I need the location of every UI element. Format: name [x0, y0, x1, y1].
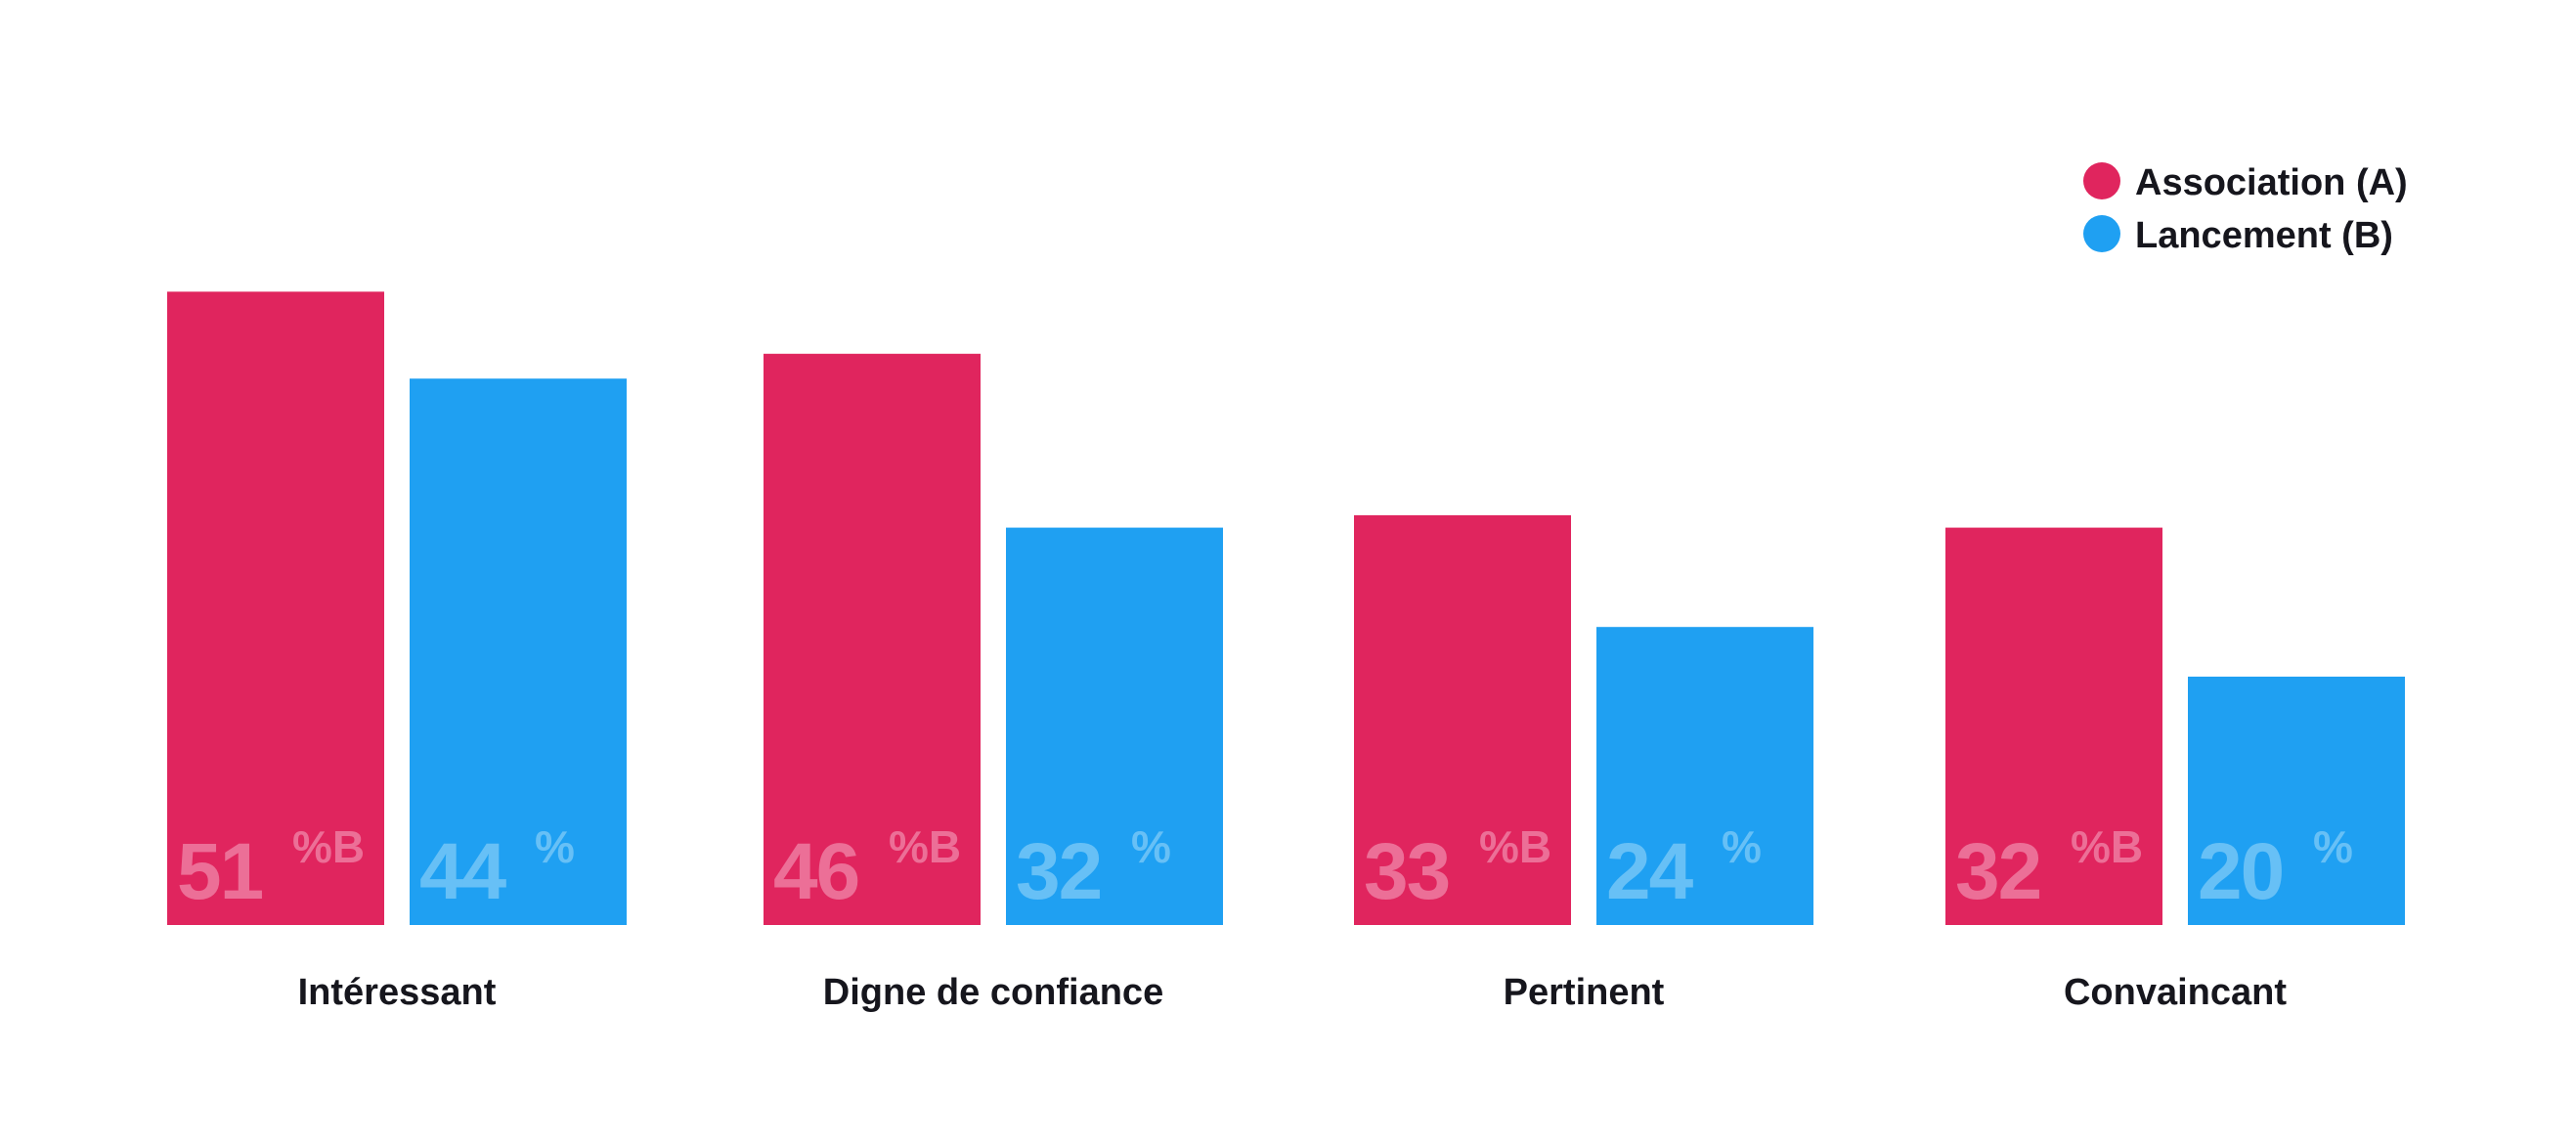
bar-unit-label: %B — [1479, 821, 1551, 872]
legend-item-series-a: Association (A) — [2083, 162, 2408, 203]
bar-series-b-1 — [1006, 527, 1223, 925]
bar-series-b-2 — [1596, 627, 1813, 925]
legend-dot-series-a — [2083, 162, 2120, 199]
bar-value-label: 32 — [1955, 827, 2040, 916]
category-label: Digne de confiance — [823, 972, 1163, 1013]
legend-label-series-b: Lancement (B) — [2135, 215, 2393, 256]
category-label: Pertinent — [1504, 972, 1665, 1013]
bar-unit-label: %B — [292, 821, 365, 872]
legend-label-series-a: Association (A) — [2135, 162, 2408, 203]
bar-unit-label: %B — [889, 821, 961, 872]
category-label: Convaincant — [2064, 972, 2287, 1013]
bar-unit-label: % — [1131, 821, 1171, 872]
bar-value-label: 33 — [1364, 827, 1449, 916]
bar-series-a-0 — [167, 291, 384, 925]
bar-value-label: 32 — [1016, 827, 1101, 916]
bar-value-label: 44 — [419, 827, 507, 916]
bar-value-label: 46 — [773, 827, 858, 916]
bar-value-label: 20 — [2198, 827, 2283, 916]
bar-value-label: 24 — [1606, 827, 1694, 916]
legend-dot-series-b — [2083, 215, 2120, 252]
bar-series-a-2 — [1354, 514, 1571, 925]
bar-unit-label: %B — [2071, 821, 2143, 872]
category-labels: Intéressant Digne de confiance Pertinent Co… — [298, 972, 2288, 1013]
bar-unit-label: % — [2313, 821, 2353, 872]
bar-series-a-3 — [1945, 527, 2162, 925]
bars-layer: 51 %B 44% 46 %B 32% 33 %B 24% 32 %B 20% — [167, 291, 2405, 925]
bar-series-b-0 — [410, 378, 627, 925]
legend: Association (A) Lancement (B) — [2083, 162, 2408, 256]
bar-series-a-1 — [764, 353, 981, 925]
bar-unit-label: % — [1722, 821, 1762, 872]
bar-series-b-3 — [2188, 677, 2405, 925]
bar-value-label: 51 — [177, 827, 263, 916]
category-label: Intéressant — [298, 972, 497, 1013]
legend-item-series-b: Lancement (B) — [2083, 215, 2393, 256]
bar-unit-label: % — [535, 821, 575, 872]
